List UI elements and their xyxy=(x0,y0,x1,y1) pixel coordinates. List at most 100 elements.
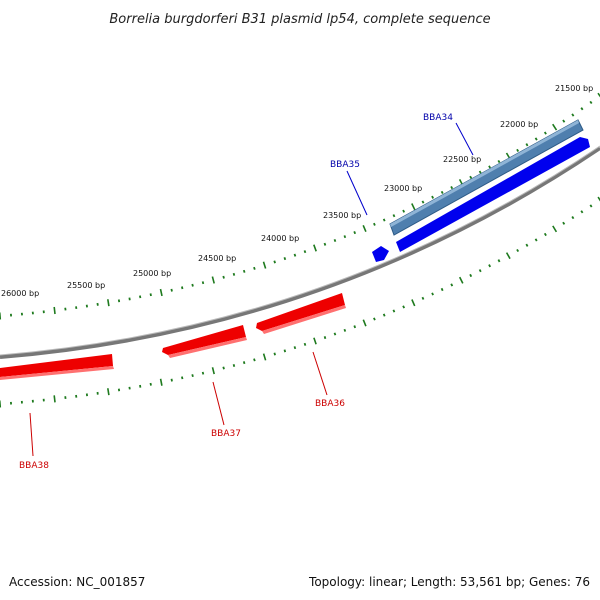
inner-minor-tick xyxy=(273,352,276,356)
outer-minor-tick xyxy=(440,190,444,195)
outer-major-tick xyxy=(211,276,215,284)
inner-major-tick xyxy=(411,299,416,307)
inner-major-tick xyxy=(362,319,367,327)
inner-minor-tick xyxy=(402,305,406,309)
gene-bba36[interactable] xyxy=(256,293,345,331)
inner-minor-tick xyxy=(303,342,307,346)
outer-minor-tick xyxy=(293,253,297,257)
outer-minor-tick xyxy=(580,107,584,111)
inner-minor-tick xyxy=(353,325,357,329)
outer-major-tick xyxy=(53,306,56,315)
inner-major-tick xyxy=(262,353,267,361)
inner-minor-tick xyxy=(201,371,205,375)
outer-minor-tick xyxy=(478,170,482,174)
sequence-backbone-highlight xyxy=(0,145,600,356)
leader-bba37 xyxy=(212,381,225,426)
bp-label-24500: 24500 bp xyxy=(198,254,236,263)
inner-minor-tick xyxy=(543,232,547,237)
outer-minor-tick xyxy=(534,137,538,141)
bp-label-23500: 23500 bp xyxy=(323,211,361,220)
bp-label-26000: 26000 bp xyxy=(1,289,39,298)
inner-minor-tick xyxy=(222,366,225,370)
outer-minor-tick xyxy=(273,260,276,264)
inner-major-tick xyxy=(313,337,317,345)
inner-minor-tick xyxy=(571,216,575,220)
sequence-backbone xyxy=(0,146,600,359)
accession-text: Accession: NC_001857 xyxy=(9,575,145,589)
gene-label-bba36[interactable]: BBA36 xyxy=(315,399,345,409)
bp-label-23000: 23000 bp xyxy=(384,184,422,193)
outer-minor-tick xyxy=(201,281,205,285)
outer-minor-tick xyxy=(525,143,529,147)
outer-minor-tick xyxy=(450,185,454,190)
outer-minor-tick xyxy=(571,113,575,117)
inner-major-tick xyxy=(505,252,511,260)
gene-label-bba37[interactable]: BBA37 xyxy=(211,429,241,439)
inner-minor-tick xyxy=(516,248,520,253)
outer-major-tick xyxy=(107,299,110,307)
outer-minor-tick xyxy=(170,288,173,292)
leader-bba35 xyxy=(346,170,368,216)
gene-label-bba38[interactable]: BBA38 xyxy=(19,461,49,471)
outer-major-tick xyxy=(597,92,600,98)
gene-label-bba35[interactable]: BBA35 xyxy=(330,160,360,170)
inner-minor-tick xyxy=(469,273,473,278)
outer-minor-tick xyxy=(488,165,491,169)
gene-label-bba34[interactable]: BBA34 xyxy=(423,113,453,123)
outer-minor-tick xyxy=(222,275,225,279)
inner-minor-tick xyxy=(253,358,256,362)
outer-major-tick xyxy=(362,224,367,233)
outer-minor-tick xyxy=(562,119,566,123)
inner-major-tick xyxy=(597,196,600,202)
inner-minor-tick xyxy=(488,264,491,268)
bp-label-24000: 24000 bp xyxy=(261,234,299,243)
outer-minor-tick xyxy=(181,286,184,290)
gene-bba34[interactable] xyxy=(396,137,590,252)
outer-minor-tick xyxy=(191,283,194,287)
inner-minor-tick xyxy=(333,332,337,336)
bp-label-22500: 22500 bp xyxy=(443,155,481,164)
inner-minor-tick xyxy=(589,204,593,208)
outer-minor-tick xyxy=(589,100,593,105)
inner-minor-tick xyxy=(534,238,538,242)
gene-bba34-highlight-top xyxy=(390,120,579,227)
outer-minor-tick xyxy=(469,175,473,179)
inner-tick-ring xyxy=(0,196,600,408)
inner-minor-tick xyxy=(293,346,297,350)
outer-minor-tick xyxy=(353,231,357,235)
inner-minor-tick xyxy=(478,269,482,273)
inner-minor-tick xyxy=(497,259,501,263)
gene-bba35[interactable] xyxy=(372,246,389,262)
summary-text: Topology: linear; Length: 53,561 bp; Gen… xyxy=(308,575,590,589)
inner-minor-tick xyxy=(382,313,386,317)
gene-bba34-highlight[interactable] xyxy=(389,119,584,236)
gene-bba38-shadow xyxy=(0,366,114,380)
outer-minor-tick xyxy=(431,195,434,199)
inner-major-tick xyxy=(211,367,215,375)
leader-bba36 xyxy=(312,351,328,396)
bp-label-25500: 25500 bp xyxy=(67,281,105,290)
outer-minor-tick xyxy=(402,209,406,213)
inner-minor-tick xyxy=(431,292,434,296)
outer-minor-tick xyxy=(543,131,547,135)
leader-bba38 xyxy=(29,412,34,457)
inner-minor-tick xyxy=(149,382,152,386)
gene-bba37[interactable] xyxy=(162,325,246,355)
inner-minor-tick xyxy=(242,361,246,365)
inner-minor-tick xyxy=(440,287,444,292)
outer-minor-tick xyxy=(139,295,142,299)
outer-minor-tick xyxy=(343,235,347,239)
leader-bba34 xyxy=(455,122,474,156)
inner-minor-tick xyxy=(392,309,396,313)
inner-major-tick xyxy=(107,388,110,396)
inner-minor-tick xyxy=(191,374,194,378)
bp-label-21500: 21500 bp xyxy=(555,84,593,93)
inner-minor-tick xyxy=(525,243,529,247)
outer-major-tick xyxy=(262,261,267,269)
outer-minor-tick xyxy=(323,242,327,246)
outer-minor-tick xyxy=(382,218,386,222)
outer-minor-tick xyxy=(421,200,425,204)
inner-minor-tick xyxy=(373,317,376,321)
gene-bba38[interactable] xyxy=(0,354,113,377)
